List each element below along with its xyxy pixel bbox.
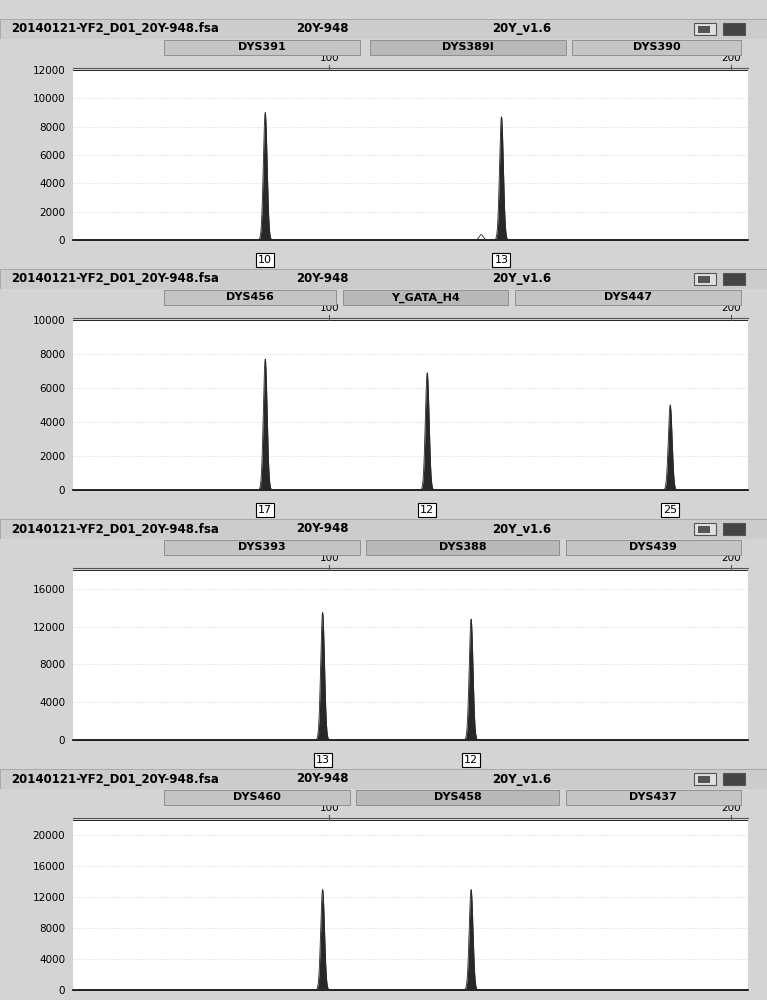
Bar [164, 790, 350, 805]
Bar [698, 776, 709, 783]
Text: DYS388: DYS388 [439, 542, 486, 552]
Text: 20140121-YF2_D01_20Y-948.fsa: 20140121-YF2_D01_20Y-948.fsa [12, 22, 219, 35]
Bar [367, 540, 559, 555]
Text: 100: 100 [320, 803, 339, 813]
Text: DYS456: DYS456 [226, 292, 274, 302]
Text: 20140121-YF2_D01_20Y-948.fsa: 20140121-YF2_D01_20Y-948.fsa [12, 272, 219, 285]
Bar [723, 523, 745, 535]
Bar [164, 40, 360, 55]
Bar [694, 273, 716, 285]
Text: DYS439: DYS439 [630, 542, 677, 552]
Text: 12: 12 [420, 505, 434, 515]
Text: 10: 10 [258, 255, 272, 265]
Bar [343, 290, 509, 305]
Text: 13: 13 [495, 255, 509, 265]
Bar [565, 790, 741, 805]
Bar [565, 540, 741, 555]
Text: 20Y_v1.6: 20Y_v1.6 [492, 272, 551, 285]
Text: 12: 12 [464, 755, 478, 765]
Text: 20Y_v1.6: 20Y_v1.6 [492, 22, 551, 35]
Bar [694, 23, 716, 35]
Bar [370, 40, 565, 55]
Text: 20Y-948: 20Y-948 [296, 522, 348, 535]
Text: DYS460: DYS460 [233, 792, 281, 802]
Bar [515, 290, 741, 305]
Text: 200: 200 [721, 53, 741, 63]
Bar [164, 290, 336, 305]
Text: 20Y_v1.6: 20Y_v1.6 [492, 772, 551, 786]
Text: DYS437: DYS437 [630, 792, 677, 802]
Bar [723, 23, 745, 35]
Text: 25: 25 [663, 505, 677, 515]
Text: DYS390: DYS390 [633, 42, 680, 52]
Bar [723, 773, 745, 785]
Text: 13: 13 [315, 755, 330, 765]
Bar [698, 526, 709, 533]
Bar [694, 523, 716, 535]
Bar [357, 790, 559, 805]
Text: 17: 17 [258, 505, 272, 515]
Bar [723, 273, 745, 285]
Bar [694, 773, 716, 785]
Text: 20Y_v1.6: 20Y_v1.6 [492, 522, 551, 535]
Text: 20Y-948: 20Y-948 [296, 772, 348, 786]
Text: 200: 200 [721, 303, 741, 313]
Text: DYS458: DYS458 [433, 792, 482, 802]
Text: 100: 100 [320, 553, 339, 563]
Text: 20140121-YF2_D01_20Y-948.fsa: 20140121-YF2_D01_20Y-948.fsa [12, 772, 219, 786]
Bar [164, 540, 360, 555]
Text: 100: 100 [320, 53, 339, 63]
Bar [572, 40, 741, 55]
Text: 200: 200 [721, 553, 741, 563]
Text: 200: 200 [721, 803, 741, 813]
Text: DYS391: DYS391 [238, 42, 286, 52]
Text: 20140121-YF2_D01_20Y-948.fsa: 20140121-YF2_D01_20Y-948.fsa [12, 522, 219, 535]
Bar [698, 26, 709, 33]
Bar [698, 276, 709, 283]
Text: Y_GATA_H4: Y_GATA_H4 [391, 292, 460, 303]
Text: 100: 100 [320, 303, 339, 313]
Text: DYS393: DYS393 [238, 542, 285, 552]
Text: DYS389I: DYS389I [442, 42, 494, 52]
Text: 20Y-948: 20Y-948 [296, 272, 348, 285]
Text: DYS447: DYS447 [604, 292, 652, 302]
Text: 20Y-948: 20Y-948 [296, 22, 348, 35]
